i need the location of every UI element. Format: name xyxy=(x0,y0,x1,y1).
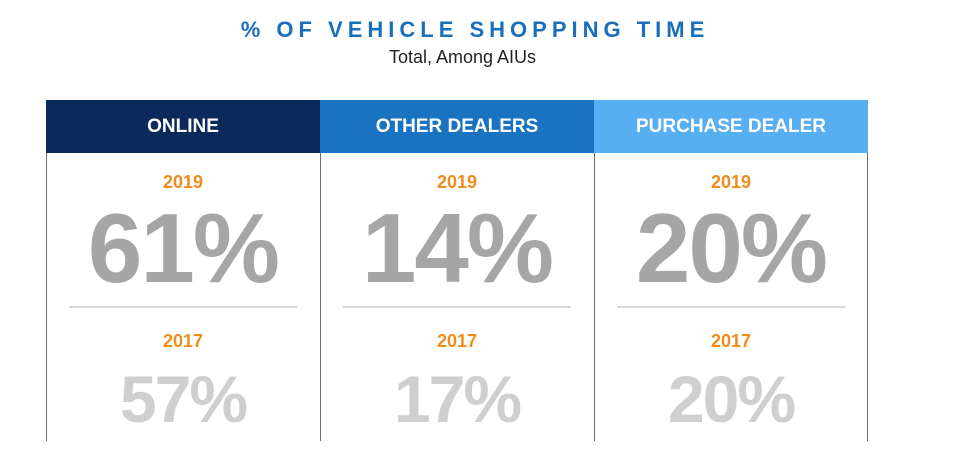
panel-other-dealers: OTHER DEALERS 2019 14% 2017 17% xyxy=(320,100,594,441)
value-2019-online: 61% xyxy=(87,193,280,303)
year-label-2017: 2017 xyxy=(436,331,478,351)
chart-title: % OF VEHICLE SHOPPING TIME xyxy=(240,17,710,42)
panel-border xyxy=(320,100,321,441)
year-label-2017: 2017 xyxy=(710,331,752,351)
panel-border xyxy=(594,100,595,441)
year-label-2019: 2019 xyxy=(162,172,204,192)
panel-header-online: ONLINE xyxy=(46,100,320,153)
panel-header-other-dealers: OTHER DEALERS xyxy=(320,100,594,153)
chart-subtitle: Total, Among AIUs xyxy=(388,47,537,67)
value-2019-purchase-dealer: 20% xyxy=(635,193,828,303)
year-label-2019: 2019 xyxy=(436,172,478,192)
value-2019-other-dealers: 14% xyxy=(361,193,554,303)
panel-border xyxy=(867,100,868,441)
year-label-2019: 2019 xyxy=(710,172,752,192)
panel-purchase-dealer: PURCHASE DEALER 2019 20% 2017 20% xyxy=(594,100,868,441)
divider xyxy=(617,306,845,308)
panel-online: ONLINE 2019 61% 2017 57% xyxy=(46,100,320,441)
value-2017-purchase-dealer: 20% xyxy=(667,362,796,436)
panel-border xyxy=(46,100,47,441)
panel-header-purchase-dealer: PURCHASE DEALER xyxy=(594,100,868,153)
value-2017-other-dealers: 17% xyxy=(393,362,522,436)
year-label-2017: 2017 xyxy=(162,331,204,351)
divider xyxy=(69,306,297,308)
value-2017-online: 57% xyxy=(119,362,248,436)
divider xyxy=(343,306,571,308)
